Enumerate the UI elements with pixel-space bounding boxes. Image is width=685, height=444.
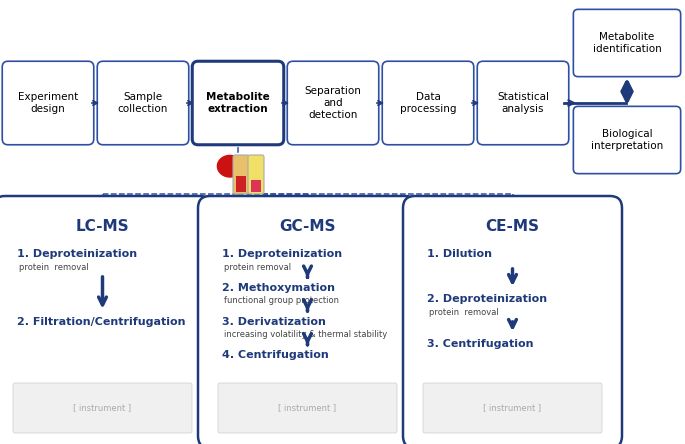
FancyBboxPatch shape — [97, 61, 189, 145]
FancyBboxPatch shape — [2, 61, 94, 145]
FancyBboxPatch shape — [233, 155, 249, 194]
Text: increasing volatility & thermal stability: increasing volatility & thermal stabilit… — [224, 330, 387, 339]
FancyBboxPatch shape — [248, 155, 264, 194]
Text: 3. Derivatization: 3. Derivatization — [222, 317, 326, 326]
FancyBboxPatch shape — [198, 196, 417, 444]
Text: 1. Deproteinization: 1. Deproteinization — [17, 249, 137, 259]
Text: [ instrument ]: [ instrument ] — [484, 404, 542, 412]
Text: Data
processing: Data processing — [400, 92, 456, 114]
Text: [ instrument ]: [ instrument ] — [73, 404, 132, 412]
FancyBboxPatch shape — [287, 61, 379, 145]
FancyBboxPatch shape — [13, 383, 192, 433]
FancyBboxPatch shape — [477, 61, 569, 145]
FancyBboxPatch shape — [192, 61, 284, 145]
Polygon shape — [217, 155, 242, 177]
Text: Biological
interpretation: Biological interpretation — [591, 129, 663, 151]
Text: Metabolite
extraction: Metabolite extraction — [206, 92, 270, 114]
Text: Statistical
analysis: Statistical analysis — [497, 92, 549, 114]
Text: 2. Filtration/Centrifugation: 2. Filtration/Centrifugation — [17, 317, 186, 326]
Text: [ instrument ]: [ instrument ] — [278, 404, 336, 412]
FancyBboxPatch shape — [423, 383, 602, 433]
Text: LC-MS: LC-MS — [75, 218, 129, 234]
FancyBboxPatch shape — [218, 383, 397, 433]
Text: Sample
collection: Sample collection — [118, 92, 169, 114]
Text: protein  removal: protein removal — [19, 262, 89, 271]
Text: Experiment
design: Experiment design — [18, 92, 78, 114]
FancyBboxPatch shape — [0, 196, 212, 444]
Text: 1. Deproteinization: 1. Deproteinization — [222, 249, 342, 259]
Text: GC-MS: GC-MS — [279, 218, 336, 234]
Bar — [251, 180, 261, 192]
Text: Separation
and
detection: Separation and detection — [305, 87, 362, 119]
FancyBboxPatch shape — [382, 61, 474, 145]
Text: protein  removal: protein removal — [429, 308, 499, 317]
Text: 2. Methoxymation: 2. Methoxymation — [222, 283, 335, 293]
Text: 2. Deproteinization: 2. Deproteinization — [427, 294, 547, 304]
FancyBboxPatch shape — [573, 107, 681, 174]
Text: CE-MS: CE-MS — [486, 218, 540, 234]
Text: protein removal: protein removal — [224, 262, 291, 271]
Text: 4. Centrifugation: 4. Centrifugation — [222, 350, 329, 360]
Text: Metabolite
identification: Metabolite identification — [593, 32, 662, 54]
Bar — [236, 176, 246, 192]
Text: 1. Dilution: 1. Dilution — [427, 249, 492, 259]
Text: 3. Centrifugation: 3. Centrifugation — [427, 339, 534, 349]
FancyBboxPatch shape — [403, 196, 622, 444]
Text: functional group protection: functional group protection — [224, 296, 339, 305]
FancyBboxPatch shape — [573, 9, 681, 77]
